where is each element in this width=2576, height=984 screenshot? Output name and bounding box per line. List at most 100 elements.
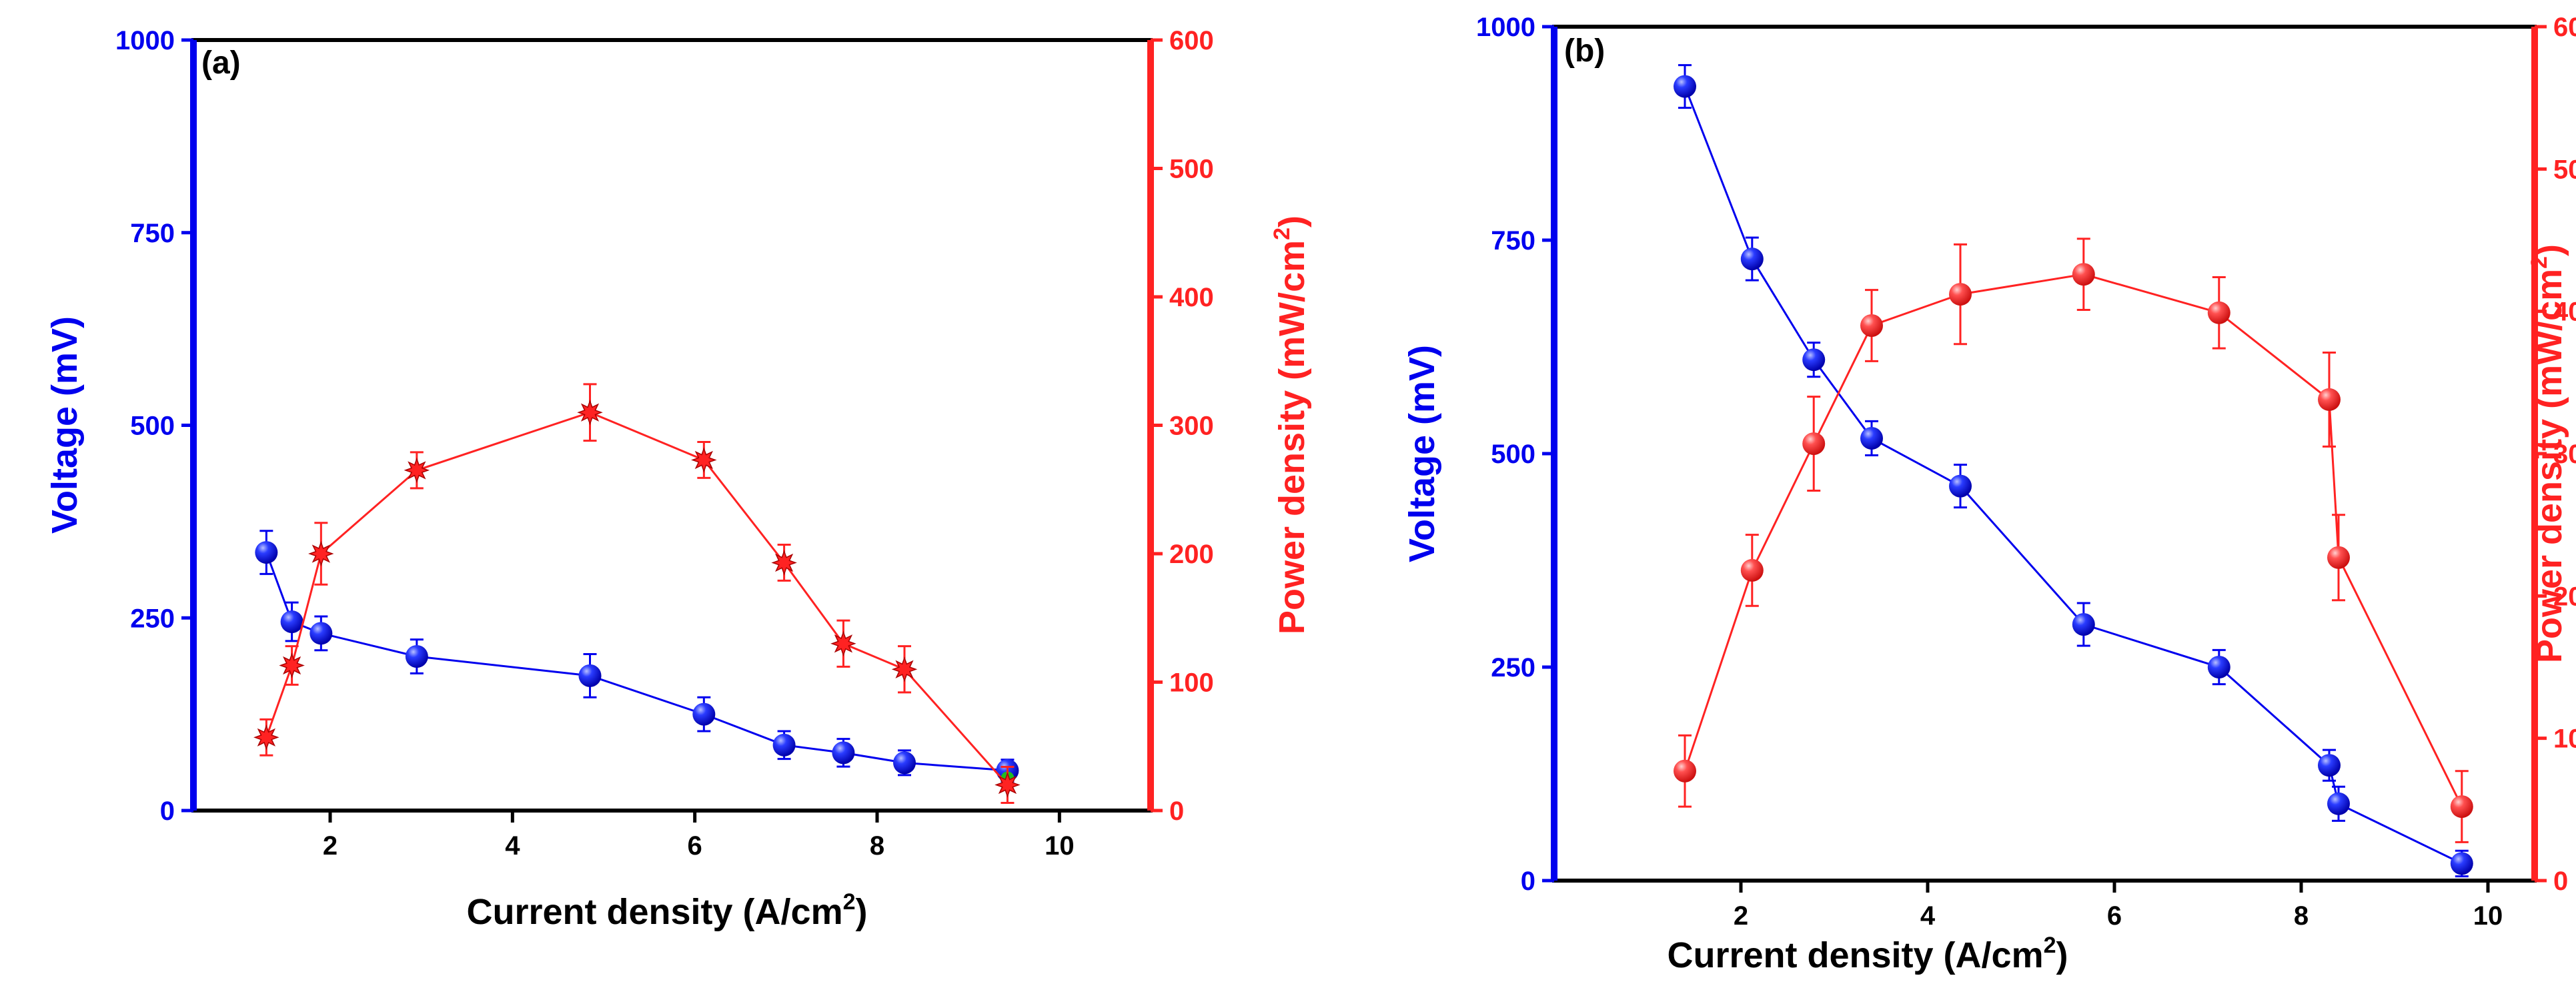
y-tick-label-left: 750: [130, 219, 175, 248]
data-point: [830, 630, 856, 657]
y-tick-label-right: 300: [1169, 412, 1214, 441]
y-ticks-right: 0 100 200 300 400 500 600: [1151, 26, 1214, 826]
y-tick-label-left: 1000: [115, 26, 175, 55]
series-line: [1684, 273, 2463, 807]
y-axis-label-right: Power density (mW/cm2): [2527, 244, 2569, 663]
data-point: [2318, 754, 2341, 777]
x-tick-label: 4: [1920, 901, 1936, 931]
plot-frame: [191, 38, 1153, 813]
data-point: [2072, 613, 2095, 636]
y-tick-label-right: 0: [2553, 867, 2568, 896]
y-tick-label-left: 250: [1491, 653, 1535, 682]
data-point: [1949, 474, 1972, 498]
series-voltage: [1674, 64, 2473, 878]
x-tick-label: 6: [2107, 901, 2122, 931]
data-point: [279, 652, 305, 678]
data-point: [2450, 795, 2473, 819]
x-axis-label-sup: 2: [843, 889, 856, 915]
data-point: [995, 772, 1021, 798]
chart-panel-a: 2 4 6 8 10 0 250 500 750 1000 0 100 200 300 400 500 60…: [45, 26, 1312, 932]
x-axis-label-end: ): [856, 892, 868, 932]
data-point: [309, 622, 333, 645]
data-point: [1740, 558, 1764, 582]
data-point: [308, 540, 334, 567]
x-axis-label-end: ): [2056, 935, 2068, 975]
y-tick-label-right: 600: [2553, 13, 2576, 42]
y-ticks-right: 0 100 200 300 400 500 600: [2535, 13, 2576, 896]
data-point: [1674, 75, 1696, 98]
y-axis-label-right-sup: 2: [2527, 256, 2552, 269]
x-axis-label: Current density (A/cm2): [466, 889, 867, 932]
x-axis-label: Current density (A/cm2): [1667, 933, 2068, 975]
y-axis-label-right-end: ): [2529, 244, 2569, 256]
y-tick-label-right: 300: [2553, 440, 2576, 469]
data-point: [832, 741, 855, 765]
y-tick-label-right: 600: [1169, 26, 1214, 55]
data-point: [404, 457, 430, 484]
series-line: [265, 552, 1008, 772]
x-axis-label-sup: 2: [2044, 933, 2056, 958]
y-axis-label-right-sup: 2: [1269, 227, 1295, 240]
data-point: [1949, 283, 1972, 306]
x-axis-label-text: Current density (A/cm: [466, 892, 842, 932]
x-tick-label: 2: [323, 831, 338, 861]
x-ticks: 2 4 6 8 10: [323, 811, 1075, 861]
data-point: [280, 610, 303, 634]
data-point: [2450, 852, 2473, 875]
data-point: [1860, 426, 1883, 450]
data-point: [1860, 314, 1883, 337]
y-tick-label-left: 0: [160, 797, 175, 826]
y-ticks-left: 0 250 500 750 1000: [115, 26, 193, 826]
y-tick-label-right: 400: [1169, 283, 1214, 312]
data-point: [578, 664, 602, 687]
y-axis-label-right-text: Power density (mW/cm: [2529, 269, 2569, 663]
data-point: [891, 656, 918, 682]
data-point: [253, 724, 279, 751]
y-axis-label-right-text: Power density (mW/cm: [1272, 240, 1312, 634]
series-power-density: [253, 383, 1021, 804]
series-power-density: [1674, 237, 2473, 843]
series-voltage: [255, 530, 1019, 785]
data-point: [1740, 248, 1764, 271]
data-point: [771, 550, 797, 576]
y-tick-label-left: 500: [130, 412, 175, 441]
x-tick-label: 10: [1045, 831, 1075, 861]
y-tick-label-left: 1000: [1476, 13, 1535, 42]
series-line: [265, 411, 1009, 786]
x-tick-label: 10: [2473, 901, 2503, 931]
x-tick-label: 8: [2294, 901, 2309, 931]
data-point: [2072, 263, 2095, 286]
x-tick-label: 2: [1734, 901, 1748, 931]
y-tick-label-right: 500: [2553, 155, 2576, 184]
data-point: [2207, 656, 2230, 678]
panel-label: (a): [201, 45, 241, 81]
y-axis-label-left: Voltage (mV): [1402, 345, 1442, 562]
y-axis-label-left: Voltage (mV): [45, 316, 85, 534]
panel-label: (b): [1564, 33, 1605, 69]
y-ticks-left: 0 250 500 750 1000: [1476, 13, 1554, 896]
data-point: [692, 702, 716, 726]
y-tick-label-right: 200: [2553, 582, 2576, 611]
series-line: [1684, 86, 2463, 865]
y-tick-label-right: 400: [2553, 298, 2576, 327]
x-ticks: 2 4 6 8 10: [1734, 881, 2503, 931]
chart-panel-b: 2 4 6 8 10 0 250 500 750 1000 0 100 200 300 400 500 60…: [1402, 13, 2576, 975]
y-tick-label-right: 200: [1169, 540, 1214, 569]
y-tick-label-left: 0: [1521, 867, 1535, 896]
x-tick-label: 8: [870, 831, 884, 861]
data-point: [2318, 388, 2341, 411]
y-axis-label-right: Power density (mW/cm2): [1269, 215, 1312, 634]
y-tick-label-right: 0: [1169, 797, 1184, 826]
y-tick-label-right: 100: [2553, 724, 2576, 754]
y-tick-label-left: 750: [1491, 226, 1535, 256]
data-point: [772, 733, 796, 757]
y-axis-label-right-end: ): [1272, 215, 1312, 227]
plot-frame: [1552, 25, 2537, 883]
data-point: [255, 541, 278, 564]
data-point: [893, 751, 916, 775]
data-point: [1802, 348, 1826, 372]
data-point: [691, 447, 717, 473]
data-point: [2327, 792, 2350, 815]
data-point: [405, 645, 428, 668]
